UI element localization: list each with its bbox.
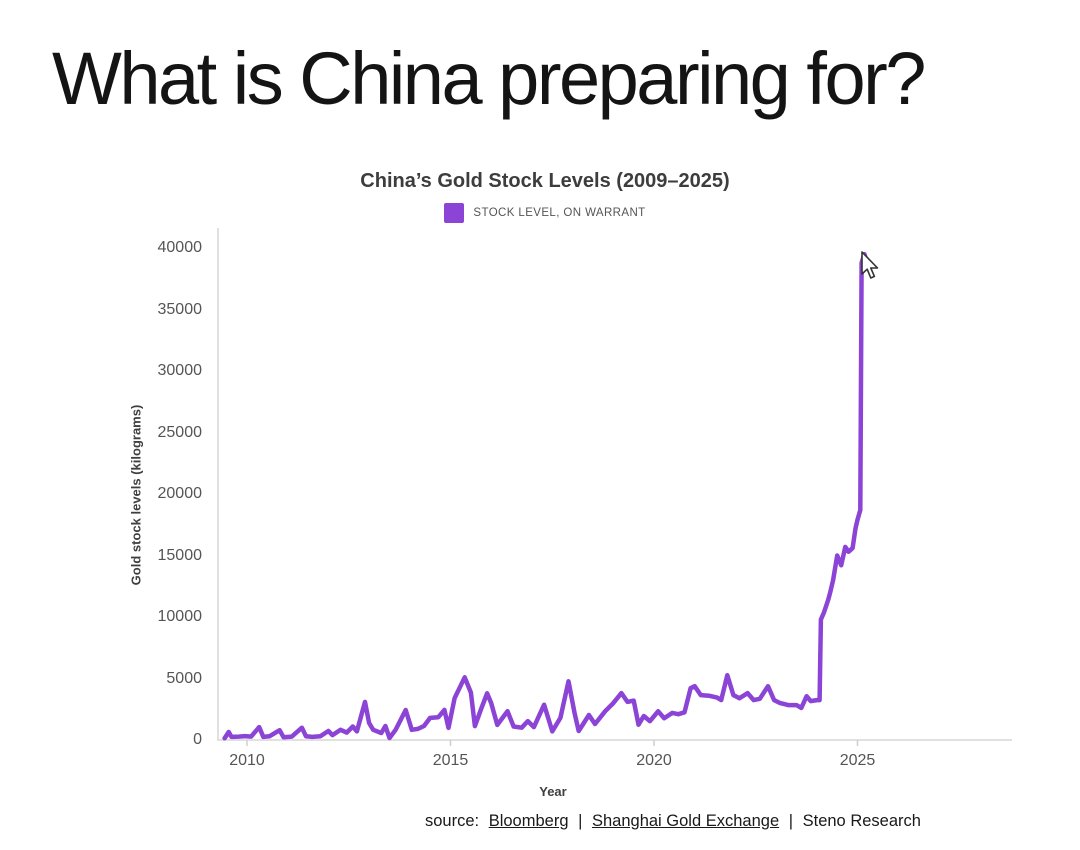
x-tick-label: 2020	[636, 752, 672, 769]
x-tick-label: 2025	[839, 752, 876, 769]
x-tick-label: 2010	[229, 752, 265, 769]
y-tick-label: 10000	[157, 608, 203, 625]
source-prefix: source:	[425, 812, 480, 830]
y-tick-label: 40000	[157, 239, 203, 256]
mouse-cursor-icon	[861, 251, 879, 279]
source-steno-research: Steno Research	[802, 812, 921, 830]
y-tick-label: 20000	[157, 485, 203, 502]
y-tick-label: 0	[193, 731, 202, 748]
y-tick-label: 15000	[157, 546, 203, 564]
y-tick-label: 30000	[157, 362, 203, 379]
source-line: source: Bloomberg | Shanghai Gold Exchan…	[425, 812, 921, 831]
y-axis-title: Gold stock levels (kilograms)	[128, 404, 144, 586]
chart-title: China’s Gold Stock Levels (2009–2025)	[360, 170, 730, 192]
y-tick-label: 25000	[157, 423, 203, 441]
slide-title: What is China preparing for?	[52, 37, 926, 120]
x-tick-label: 2015	[432, 752, 469, 769]
chart-legend: STOCK LEVEL, ON WARRANT	[115, 203, 975, 223]
source-link-bloomberg[interactable]: Bloomberg	[488, 812, 569, 830]
y-tick-label: 5000	[166, 669, 202, 687]
source-separator: |	[578, 812, 583, 830]
y-tick-label: 35000	[157, 300, 203, 318]
legend-label: STOCK LEVEL, ON WARRANT	[473, 207, 646, 219]
x-axis-title: Year	[539, 784, 567, 799]
source-link-shanghai-gold-exchange[interactable]: Shanghai Gold Exchange	[591, 812, 780, 830]
source-separator: |	[788, 812, 794, 830]
legend-swatch-icon	[444, 203, 465, 223]
